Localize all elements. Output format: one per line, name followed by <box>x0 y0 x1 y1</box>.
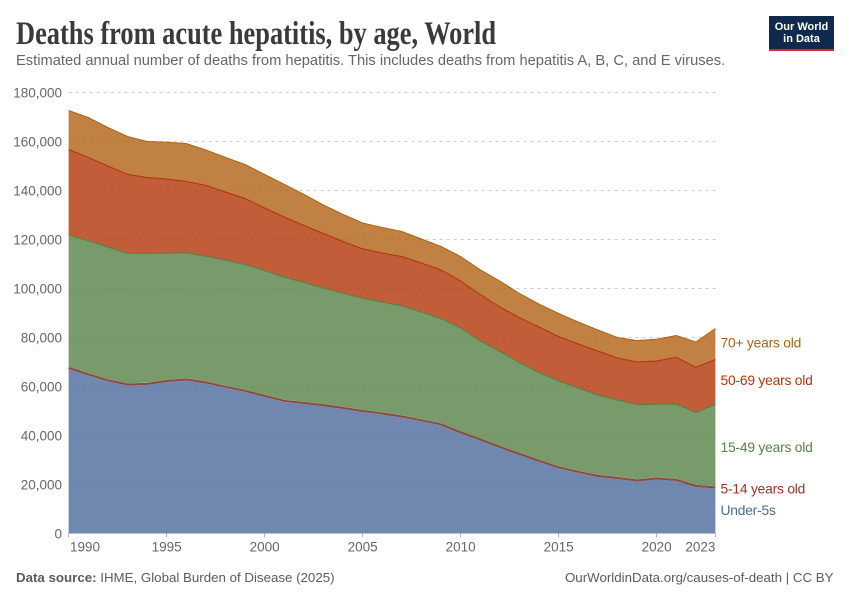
svg-text:Under-5s: Under-5s <box>721 503 776 518</box>
svg-text:2023: 2023 <box>685 540 715 555</box>
svg-text:100,000: 100,000 <box>13 281 62 296</box>
svg-text:40,000: 40,000 <box>21 428 62 443</box>
svg-text:70+ years old: 70+ years old <box>721 335 802 350</box>
svg-text:2010: 2010 <box>446 540 476 555</box>
svg-text:140,000: 140,000 <box>13 183 62 198</box>
svg-text:2020: 2020 <box>642 540 672 555</box>
svg-text:50-69 years old: 50-69 years old <box>721 373 813 388</box>
svg-text:80,000: 80,000 <box>21 330 62 345</box>
svg-text:120,000: 120,000 <box>13 232 62 247</box>
svg-text:2015: 2015 <box>544 540 574 555</box>
svg-text:5-14 years old: 5-14 years old <box>721 481 806 496</box>
svg-text:180,000: 180,000 <box>13 85 62 100</box>
svg-text:20,000: 20,000 <box>21 477 62 492</box>
svg-text:160,000: 160,000 <box>13 134 62 149</box>
svg-text:15-49 years old: 15-49 years old <box>721 440 813 455</box>
svg-text:60,000: 60,000 <box>21 379 62 394</box>
svg-text:2005: 2005 <box>348 540 378 555</box>
svg-text:1995: 1995 <box>152 540 182 555</box>
svg-text:2000: 2000 <box>250 540 280 555</box>
svg-text:1990: 1990 <box>70 540 100 555</box>
svg-text:0: 0 <box>54 526 62 541</box>
